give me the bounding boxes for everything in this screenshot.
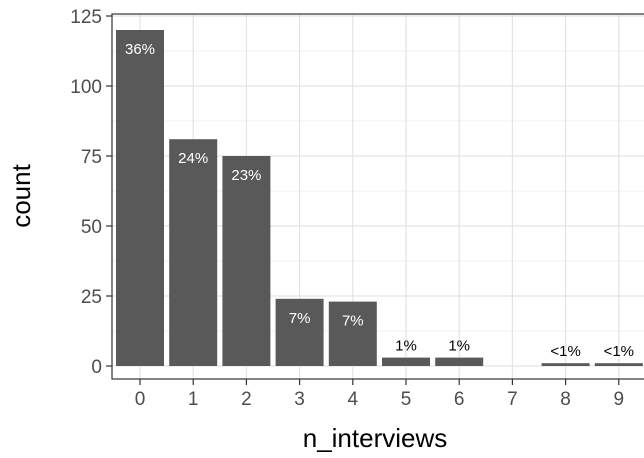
- x-tick-label: 7: [507, 389, 518, 410]
- x-tick-label: 3: [294, 389, 305, 410]
- y-tick-label: 50: [81, 217, 102, 238]
- y-tick-label: 100: [70, 77, 102, 98]
- bar-5: [382, 357, 430, 366]
- y-axis-title: count: [6, 163, 36, 227]
- bar-label-8: <1%: [550, 343, 580, 360]
- x-tick-label: 2: [241, 389, 252, 410]
- bar-6: [435, 357, 484, 366]
- bar-0: [116, 30, 164, 366]
- y-tick-label: 25: [81, 287, 102, 308]
- x-tick-label: 5: [401, 389, 412, 410]
- bar-labels: 36% 24% 23% 7% 7% 1% 1% <1% <1%: [125, 41, 634, 360]
- y-axis: 0 25 50 75 100 125: [70, 7, 112, 378]
- y-tick-label: 0: [91, 357, 102, 378]
- panel-border: [111, 13, 644, 380]
- bar-label-2: 23%: [231, 167, 261, 184]
- bar-2: [222, 156, 271, 366]
- bar-label-5: 1%: [395, 338, 417, 355]
- bar-label-4: 7%: [342, 313, 364, 330]
- x-tick-label: 0: [135, 389, 146, 410]
- x-tick-label: 4: [348, 389, 359, 410]
- bars: [116, 30, 643, 366]
- x-axis-title: n_interviews: [303, 423, 448, 453]
- bar-4: [328, 301, 377, 366]
- bar-8: [541, 363, 590, 366]
- bar-label-1: 24%: [178, 150, 208, 167]
- x-axis: 0 1 2 3 4 5 6 7 8 9: [135, 379, 624, 410]
- bar-9: [594, 363, 643, 366]
- x-tick-label: 6: [454, 389, 465, 410]
- bar-3: [275, 298, 324, 366]
- bar-1: [169, 139, 218, 366]
- y-tick-label: 125: [70, 7, 102, 28]
- x-tick-label: 1: [188, 389, 199, 410]
- y-tick-label: 75: [81, 147, 102, 168]
- bar-label-0: 36%: [125, 41, 155, 58]
- bar-label-6: 1%: [448, 338, 470, 355]
- x-tick-label: 9: [614, 389, 625, 410]
- bar-label-9: <1%: [604, 343, 634, 360]
- bar-label-3: 7%: [289, 310, 311, 327]
- x-tick-label: 8: [560, 389, 571, 410]
